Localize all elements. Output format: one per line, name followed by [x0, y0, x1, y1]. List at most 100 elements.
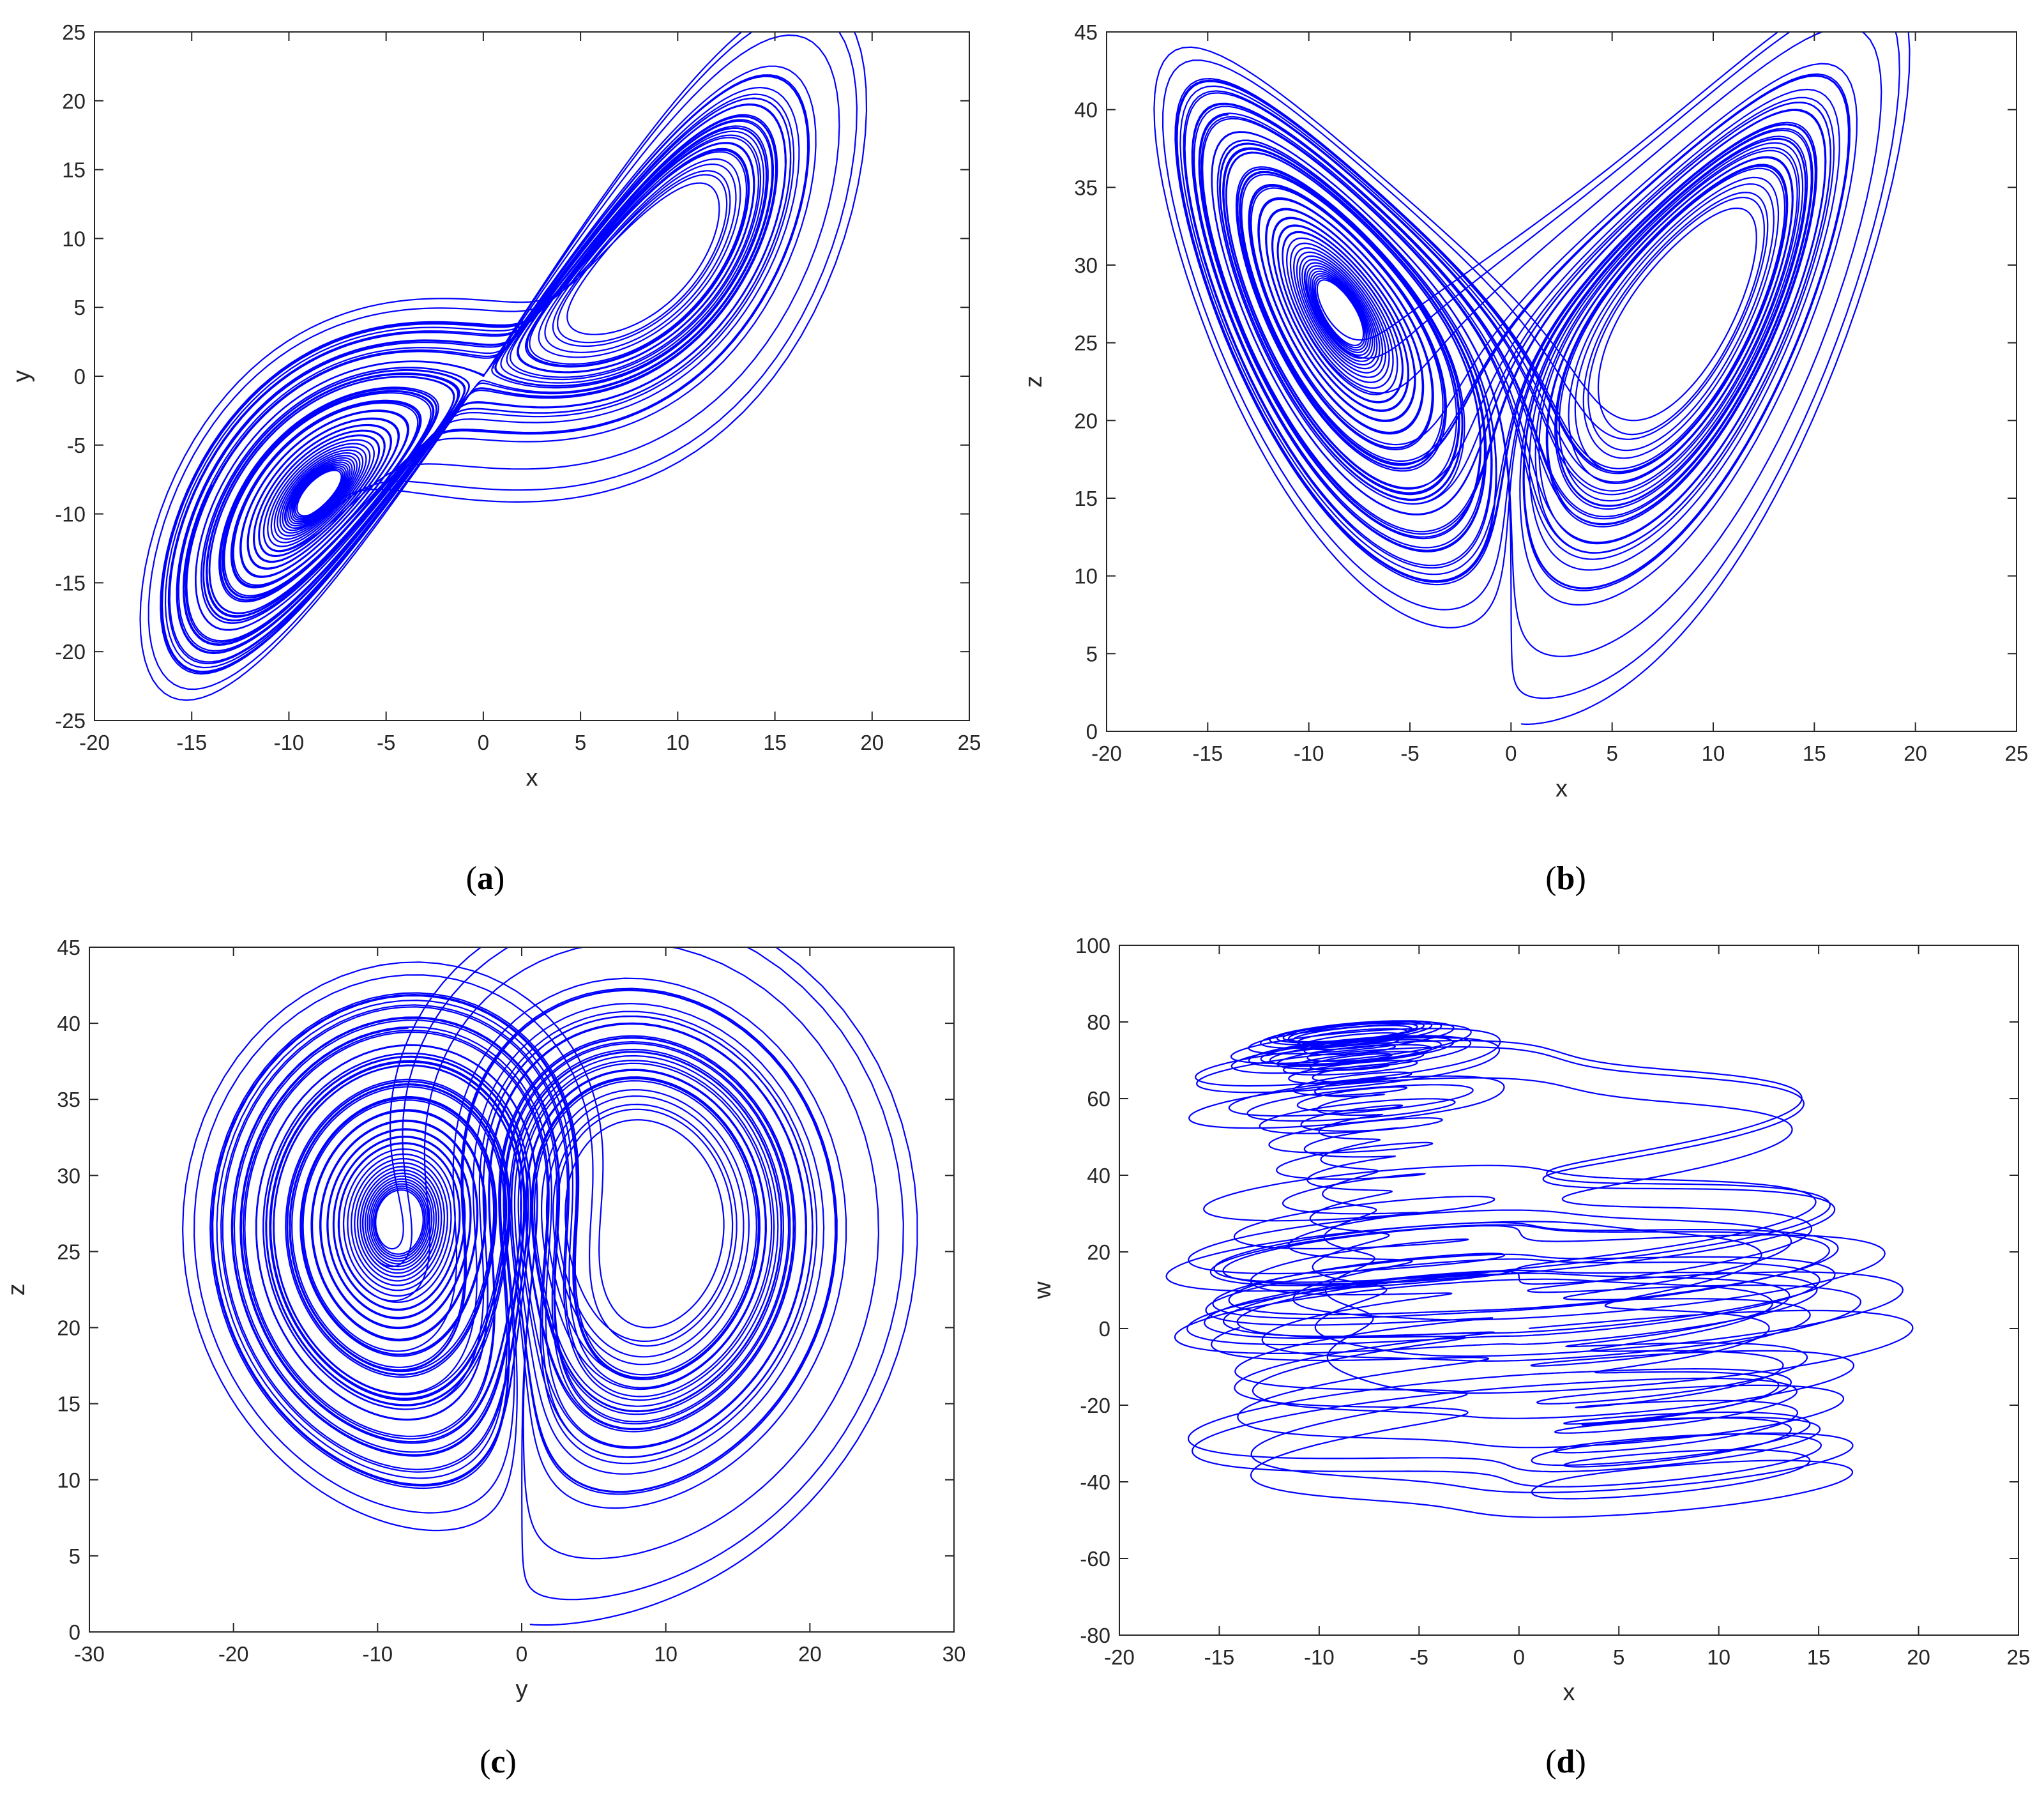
trajectory-line	[139, 32, 868, 701]
caption-open-paren: (	[1545, 1744, 1556, 1780]
x-tick-label: 30	[943, 1642, 966, 1666]
y-tick-label: 0	[69, 1620, 80, 1644]
y-tick-label: 20	[57, 1316, 80, 1340]
y-tick-label: 5	[74, 296, 86, 319]
caption-close-paren: )	[506, 1744, 517, 1780]
y-tick-label: 100	[1075, 934, 1110, 957]
panel-d: -20 -15 -10 -5 0 5 10 15 20 25 -80 -60 -40 -20 0 20 40 60…	[1029, 934, 2030, 1780]
y-tick-label: 35	[57, 1088, 80, 1111]
panel-c: -30 -20 -10 0 10 20 30 0 5 10 15 20 25 30 35 40 45 y z (c)	[3, 936, 966, 1780]
x-tick-label: 20	[798, 1642, 822, 1666]
y-tick-label: 60	[1087, 1087, 1110, 1111]
x-tick-label: 25	[2007, 1645, 2031, 1669]
y-tick-label: 25	[1074, 331, 1098, 355]
x-tick-label: 10	[1707, 1645, 1730, 1669]
x-tick-label: 0	[516, 1642, 527, 1666]
x-tick-label: 0	[1513, 1645, 1525, 1669]
y-tick-label: 0	[74, 365, 86, 388]
x-tick-label: 5	[575, 731, 586, 754]
x-tick-label: -20	[218, 1642, 249, 1666]
caption-letter: b	[1557, 860, 1575, 897]
x-tick-label: 5	[1606, 742, 1617, 765]
caption-open-paren: (	[480, 1744, 490, 1780]
x-axis-label: x	[526, 765, 538, 791]
trajectory-line	[181, 947, 918, 1626]
caption-open-paren: (	[1545, 860, 1556, 897]
axes-frame	[1106, 31, 2017, 732]
y-tick-label: 25	[57, 1240, 80, 1263]
caption-letter: d	[1557, 1744, 1575, 1780]
x-axis-label: x	[1556, 775, 1568, 802]
x-tick-label: 15	[1807, 1645, 1831, 1669]
x-tick-label: -5	[1410, 1645, 1428, 1669]
caption-letter: c	[490, 1744, 505, 1780]
y-tick-label: 45	[1074, 20, 1098, 44]
x-tick-label: -15	[1192, 742, 1223, 765]
trajectory-line	[1153, 32, 1911, 725]
y-tick-label: -20	[55, 640, 86, 664]
x-tick-label: -10	[274, 731, 305, 754]
y-tick-label: 40	[1074, 98, 1098, 122]
y-tick-label: 15	[1074, 487, 1098, 510]
x-tick-label: -5	[1400, 742, 1419, 765]
x-tick-label: -10	[1294, 742, 1324, 765]
y-tick-label: 20	[1074, 409, 1098, 432]
y-tick-label: -40	[1080, 1470, 1110, 1494]
panel-caption: (a)	[466, 860, 505, 897]
x-tick-label: 20	[860, 731, 884, 754]
x-tick-label: 25	[2005, 742, 2029, 765]
y-tick-label: 10	[57, 1468, 80, 1492]
y-tick-label: -15	[55, 571, 86, 595]
x-tick-label: 25	[958, 731, 981, 754]
y-axis-label: w	[1029, 1281, 1056, 1300]
panel-b: -20 -15 -10 -5 0 5 10 15 20 25 0 5 10 15 20 25 30 35 40 45 x…	[1020, 20, 2029, 897]
x-tick-label: -20	[1104, 1645, 1135, 1669]
x-tick-label: -15	[1204, 1645, 1235, 1669]
y-tick-label: -60	[1080, 1547, 1110, 1571]
y-tick-label: -20	[1080, 1394, 1110, 1417]
x-tick-label: 0	[478, 731, 489, 754]
x-tick-label: 15	[1803, 742, 1826, 765]
x-tick-label: 5	[1613, 1645, 1624, 1669]
caption-close-paren: )	[1575, 1744, 1586, 1780]
y-tick-label: -25	[55, 709, 86, 733]
y-axis-label: z	[3, 1284, 30, 1296]
y-tick-label: -80	[1080, 1624, 1110, 1647]
x-tick-label: -20	[1091, 742, 1122, 765]
trajectory-line	[1165, 1020, 1914, 1518]
y-tick-label: 5	[69, 1544, 80, 1568]
y-tick-label: 30	[57, 1164, 80, 1187]
panel-a: -20 -15 -10 -5 0 5 10 15 20 25-25-20-15-10-505101…	[8, 20, 981, 897]
y-tick-label: -10	[55, 503, 86, 526]
y-tick-label: 15	[62, 158, 86, 182]
x-tick-label: -10	[362, 1642, 393, 1666]
y-tick-label: 20	[62, 89, 86, 113]
x-axis-label: y	[516, 1676, 528, 1703]
y-tick-label: -5	[67, 434, 86, 457]
caption-close-paren: )	[494, 860, 504, 897]
x-tick-label: -5	[377, 731, 395, 754]
y-tick-label: 80	[1087, 1010, 1110, 1034]
y-tick-label: 5	[1086, 642, 1098, 666]
x-tick-label: -30	[74, 1642, 105, 1666]
y-tick-label: 45	[57, 936, 80, 959]
caption-letter: a	[477, 860, 494, 897]
panel-caption: (d)	[1545, 1744, 1586, 1780]
axes-frame	[1119, 945, 2019, 1636]
y-tick-label: 15	[57, 1392, 80, 1416]
x-tick-label: 0	[1505, 742, 1517, 765]
y-tick-label: 10	[1074, 565, 1098, 588]
x-tick-label: -15	[176, 731, 207, 754]
y-tick-label: 40	[1087, 1164, 1110, 1187]
caption-close-paren: )	[1575, 860, 1586, 897]
panel-caption: (b)	[1545, 860, 1586, 897]
y-axis-label: z	[1020, 376, 1047, 388]
x-tick-label: 10	[654, 1642, 678, 1666]
y-tick-label: 0	[1099, 1317, 1110, 1341]
x-axis-label: x	[1563, 1679, 1575, 1706]
panel-caption: (c)	[480, 1744, 517, 1780]
y-tick-label: 20	[1087, 1240, 1110, 1264]
y-tick-label: 0	[1086, 720, 1098, 743]
x-tick-label: -20	[79, 731, 110, 754]
